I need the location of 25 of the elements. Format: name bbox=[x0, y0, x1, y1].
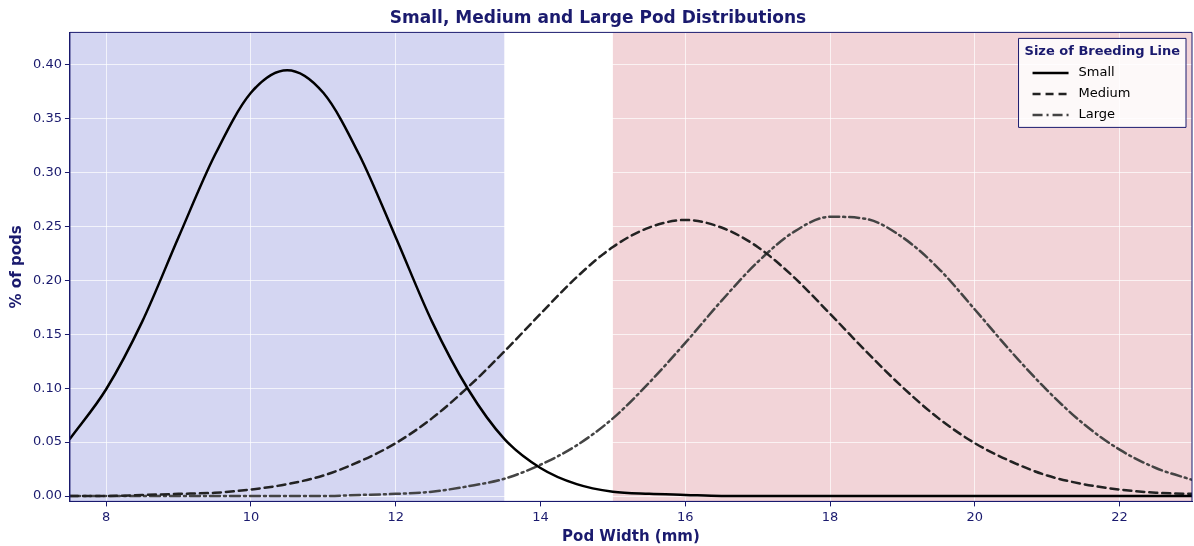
x-tick-label: 8 bbox=[102, 508, 111, 524]
y-tick-label: 0.00 bbox=[32, 487, 62, 503]
x-tick-label: 16 bbox=[676, 508, 694, 524]
y-tick-label: 0.10 bbox=[32, 379, 62, 395]
chart-title: Small, Medium and Large Pod Distributions bbox=[389, 6, 807, 27]
y-tick-label: 0.20 bbox=[32, 271, 62, 287]
y-tick-label: 0.30 bbox=[32, 163, 62, 179]
x-tick-label: 18 bbox=[821, 508, 839, 524]
x-tick-label: 20 bbox=[966, 508, 984, 524]
legend-label: Large bbox=[1078, 106, 1116, 122]
line-series bbox=[69, 68, 1192, 498]
legend-label: Small bbox=[1078, 64, 1115, 80]
x-axis-title: Pod Width (mm) bbox=[562, 526, 700, 545]
y-tick-label: 0.25 bbox=[32, 217, 62, 233]
x-tick-label: 10 bbox=[242, 508, 260, 524]
y-tick-label: 0.40 bbox=[32, 56, 62, 72]
y-tick-label: 0.05 bbox=[32, 433, 62, 449]
x-tick-label: 22 bbox=[1111, 508, 1128, 524]
y-axis-title: % of pods bbox=[6, 225, 25, 309]
y-tick-label: 0.35 bbox=[32, 110, 62, 126]
y-tick-label: 0.15 bbox=[32, 325, 62, 341]
legend-title: Size of Breeding Line bbox=[1024, 42, 1181, 58]
legend-label: Medium bbox=[1078, 85, 1131, 101]
x-tick-label: 12 bbox=[387, 508, 404, 524]
x-tick-label: 14 bbox=[532, 508, 549, 524]
